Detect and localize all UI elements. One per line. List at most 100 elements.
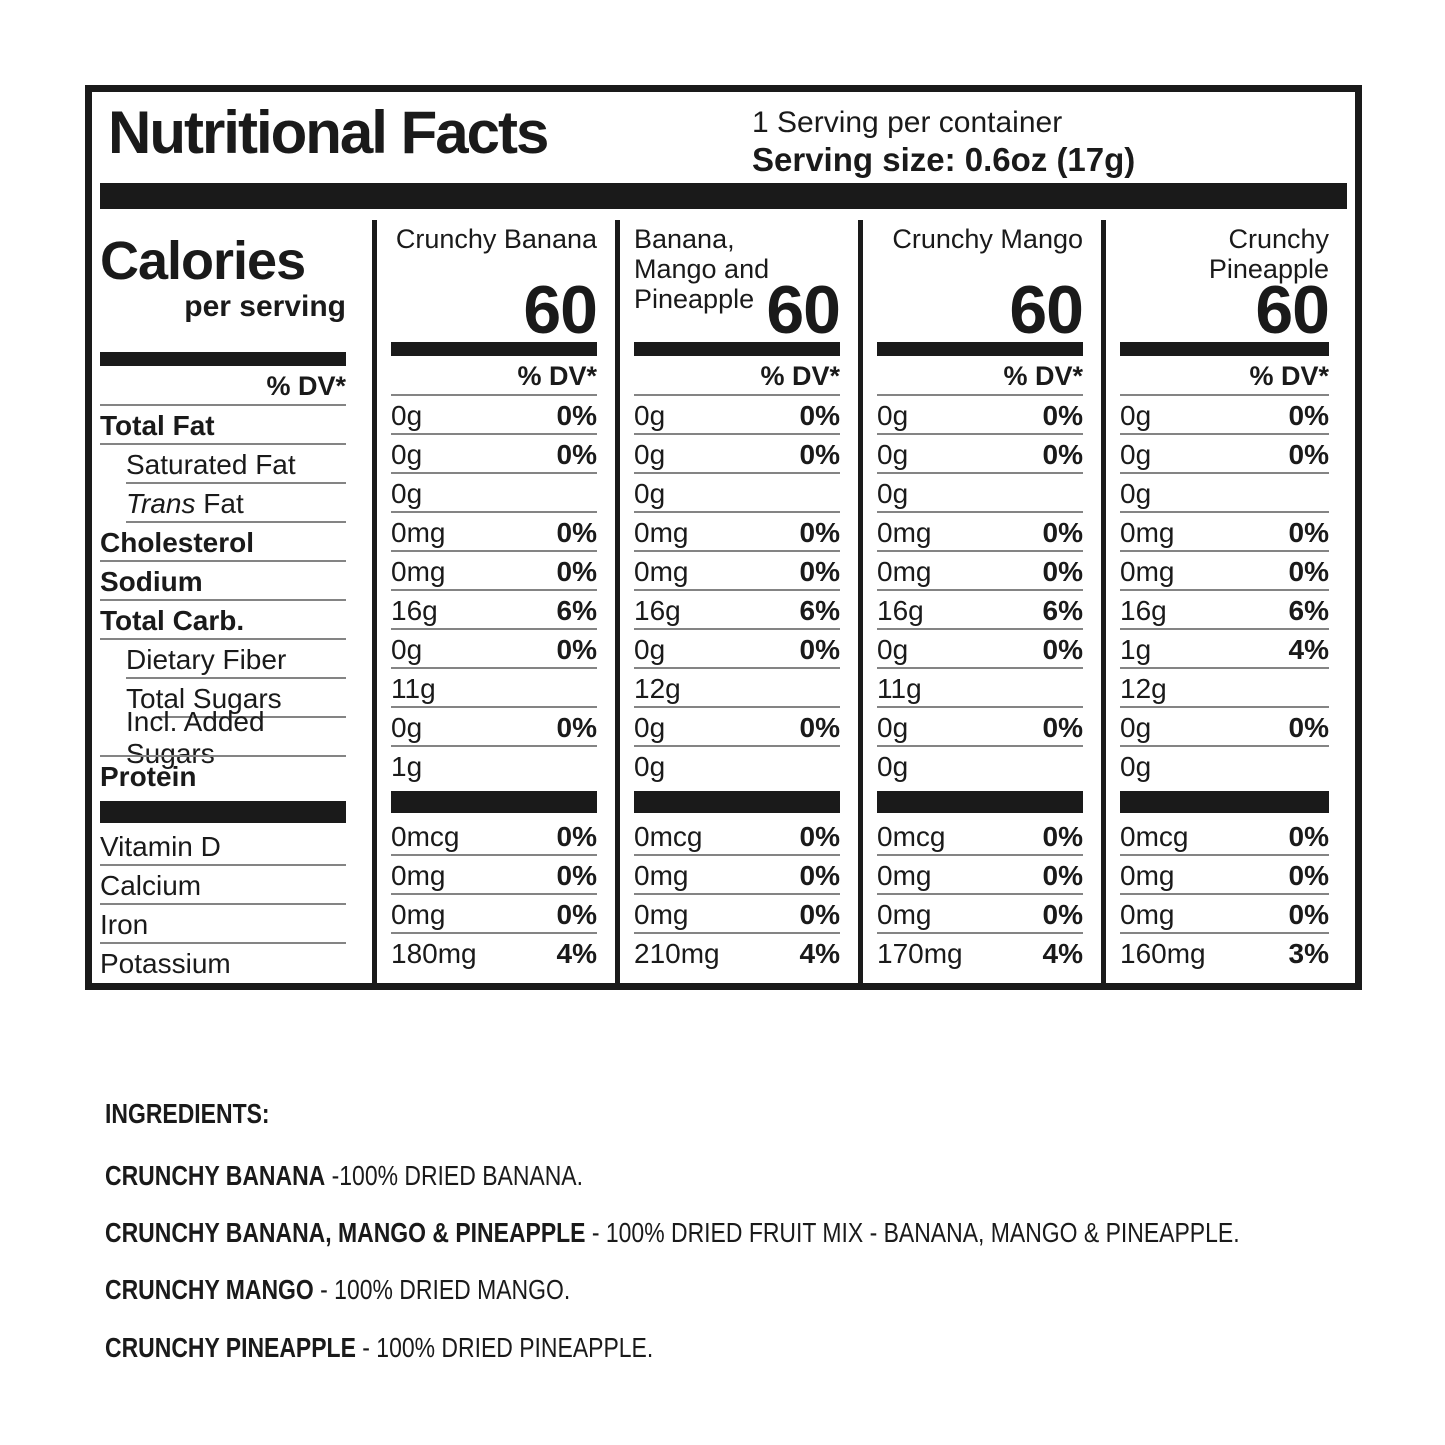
nutrient-label: Total Sugars bbox=[126, 682, 282, 714]
dv-value: 0% bbox=[1042, 820, 1083, 852]
value-row: 0g 0% bbox=[877, 435, 1083, 474]
per-serving-label: per serving bbox=[184, 290, 346, 323]
ingredient-desc: -100% DRIED BANANA. bbox=[325, 1160, 584, 1191]
value-row: 1g bbox=[391, 747, 597, 786]
value-row: 210mg 4% bbox=[634, 934, 840, 973]
value-row: 0mg 0% bbox=[391, 513, 597, 552]
nutrient-label: Total Fat bbox=[100, 409, 215, 441]
nutrient-label: Vitamin D bbox=[100, 830, 221, 862]
dv-value: 0% bbox=[1042, 516, 1083, 548]
amount-value: 0mg bbox=[877, 898, 932, 930]
amount-value: 12g bbox=[1120, 672, 1167, 704]
value-row: 0g bbox=[391, 474, 597, 513]
amount-value: 210mg bbox=[634, 937, 720, 969]
amount-value: 0mg bbox=[634, 859, 689, 891]
dv-value: 0% bbox=[556, 898, 597, 930]
amount-value: 0mg bbox=[1120, 516, 1175, 548]
amount-value: 0g bbox=[877, 711, 909, 743]
product-name: Crunchy Banana bbox=[395, 224, 597, 254]
ingredients-section: INGREDIENTS: CRUNCHY BANANA -100% DRIED … bbox=[105, 1098, 1445, 1389]
value-row: 0mg 0% bbox=[1120, 513, 1329, 552]
dv-value: 6% bbox=[1288, 594, 1329, 626]
ingredient-item: CRUNCHY PINEAPPLE - 100% DRIED PINEAPPLE… bbox=[105, 1332, 1445, 1364]
dv-header: % DV* bbox=[634, 356, 840, 396]
section-divider-bar bbox=[877, 791, 1083, 813]
dv-value: 0% bbox=[556, 438, 597, 470]
amount-value: 0g bbox=[877, 399, 909, 431]
value-row: 0mg 0% bbox=[877, 513, 1083, 552]
value-row: 0g bbox=[634, 747, 840, 786]
dv-divider-bar bbox=[391, 342, 597, 356]
value-row: 0mg 0% bbox=[1120, 856, 1329, 895]
amount-value: 0g bbox=[634, 711, 666, 743]
amount-value: 0mg bbox=[877, 555, 932, 587]
dv-value: 0% bbox=[556, 399, 597, 431]
ingredient-name: CRUNCHY PINEAPPLE bbox=[105, 1331, 356, 1363]
dv-value: 0% bbox=[799, 711, 840, 743]
value-row: 0mg 0% bbox=[391, 552, 597, 591]
value-row: 12g bbox=[1120, 669, 1329, 708]
value-row: 0g 0% bbox=[391, 708, 597, 747]
dv-header: % DV* bbox=[100, 366, 346, 406]
product-column-crunchy-pineapple: Crunchy Pineapple 60 % DV* 0g 0% 0g 0% 0g … bbox=[1101, 220, 1347, 983]
nutrient-row: Total Carb. bbox=[100, 601, 346, 640]
dv-value: 0% bbox=[1288, 555, 1329, 587]
dv-value: 6% bbox=[1042, 594, 1083, 626]
dv-value: 0% bbox=[1042, 438, 1083, 470]
value-row: 0g 0% bbox=[634, 435, 840, 474]
ingredient-item: CRUNCHY BANANA -100% DRIED BANANA. bbox=[105, 1160, 1445, 1192]
value-row: 0mcg 0% bbox=[391, 817, 597, 856]
amount-value: 0g bbox=[1120, 750, 1152, 782]
value-row: 0mcg 0% bbox=[1120, 817, 1329, 856]
nutrient-row: Potassium bbox=[100, 944, 346, 983]
nutrient-row: Iron bbox=[100, 905, 346, 944]
value-row: 0mg 0% bbox=[877, 552, 1083, 591]
dv-divider-bar bbox=[1120, 342, 1329, 356]
amount-value: 0mcg bbox=[391, 820, 460, 852]
dv-value: 0% bbox=[1288, 859, 1329, 891]
nutrient-label: Incl. Added Sugars bbox=[126, 705, 265, 769]
product-column-crunchy-mango: Crunchy Mango 60 % DV* 0g 0% 0g 0% 0g 0mg 0… bbox=[858, 220, 1101, 983]
product-header: Crunchy Mango 60 bbox=[877, 220, 1084, 348]
value-row: 0g 0% bbox=[634, 708, 840, 747]
calories-value: 60 bbox=[1009, 272, 1084, 348]
amount-value: 0mg bbox=[391, 898, 446, 930]
amount-value: 0g bbox=[634, 750, 666, 782]
section-divider-bar bbox=[634, 791, 840, 813]
amount-value: 0g bbox=[1120, 711, 1152, 743]
value-row: 0g 0% bbox=[391, 435, 597, 474]
value-row: 16g 6% bbox=[877, 591, 1083, 630]
dv-value: 0% bbox=[1042, 555, 1083, 587]
amount-value: 0g bbox=[634, 438, 666, 470]
amount-value: 0mcg bbox=[1120, 820, 1189, 852]
value-row: 160mg 3% bbox=[1120, 934, 1329, 973]
amount-value: 1g bbox=[1120, 633, 1152, 665]
amount-value: 16g bbox=[634, 594, 681, 626]
dv-divider-bar bbox=[877, 342, 1083, 356]
dv-value: 0% bbox=[799, 399, 840, 431]
amount-value: 0g bbox=[634, 477, 666, 509]
header-divider-bar bbox=[100, 183, 1347, 209]
nutrition-table: Calories per serving % DV* Total Fat Sat… bbox=[100, 220, 1347, 983]
dv-header: % DV* bbox=[391, 356, 597, 396]
product-header: Crunchy Banana 60 bbox=[391, 220, 598, 348]
value-row: 0mg 0% bbox=[634, 513, 840, 552]
nutrient-label: Potassium bbox=[100, 947, 231, 979]
value-row: 0g bbox=[877, 474, 1083, 513]
dv-value: 0% bbox=[799, 820, 840, 852]
nutrient-label: Iron bbox=[100, 908, 149, 940]
product-name: Crunchy Mango bbox=[892, 224, 1083, 254]
amount-value: 0g bbox=[391, 477, 423, 509]
calories-value: 60 bbox=[523, 272, 598, 348]
value-row: 0g 0% bbox=[634, 630, 840, 669]
dv-value: 0% bbox=[799, 438, 840, 470]
dv-value: 0% bbox=[1288, 516, 1329, 548]
value-row: 0mcg 0% bbox=[634, 817, 840, 856]
ingredient-desc: - 100% DRIED PINEAPPLE. bbox=[355, 1331, 654, 1363]
value-row: 0g bbox=[877, 747, 1083, 786]
nutrient-row: Protein bbox=[100, 757, 346, 796]
value-row: 12g bbox=[634, 669, 840, 708]
value-row: 0g 0% bbox=[391, 396, 597, 435]
nutrition-label: Nutritional Facts 1 Serving per containe… bbox=[85, 85, 1362, 990]
amount-value: 0g bbox=[391, 399, 423, 431]
